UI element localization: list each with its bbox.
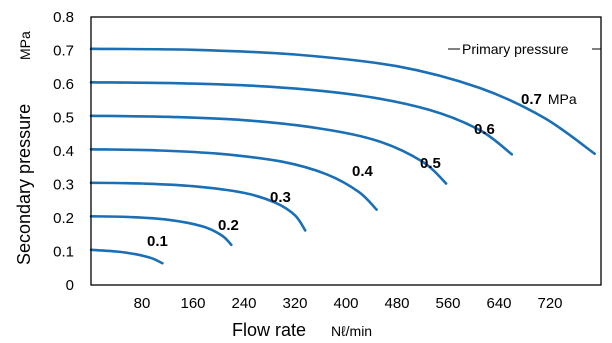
y-tick-label: 0.7	[53, 43, 74, 60]
curve-label-0.4: 0.4	[352, 163, 374, 180]
y-axis-unit: MPa	[17, 31, 33, 60]
curve-label-0.1: 0.1	[147, 233, 168, 250]
x-tick-label: 320	[282, 295, 307, 312]
y-tick-label: 0.5	[53, 110, 74, 127]
pressure-curves	[89, 47, 596, 265]
curve-0.1	[89, 248, 164, 265]
x-axis-title: Flow rate	[232, 320, 306, 340]
y-tick-label: 0.6	[53, 76, 74, 93]
curve-label-0.7: 0.7 MPa	[521, 91, 577, 108]
x-tick-label: 400	[333, 295, 358, 312]
curve-0.3	[89, 181, 307, 232]
x-tick-label: 80	[134, 295, 151, 312]
y-tick-labels: 0 0.1 0.2 0.3 0.4 0.5 0.6 0.7 0.8	[53, 9, 74, 294]
x-tick-label: 720	[537, 295, 562, 312]
y-tick-label: 0.4	[53, 143, 74, 160]
curve-label-0.5: 0.5	[420, 155, 441, 172]
curve-labels: 0.1 0.2 0.3 0.4 0.5 0.6 0.7 MPa	[147, 91, 577, 250]
y-axis-title: Secondary pressure	[14, 104, 34, 265]
curve-label-0.3: 0.3	[270, 189, 291, 206]
curve-0.6	[89, 81, 514, 156]
curve-label-0.2: 0.2	[218, 217, 239, 234]
x-tick-label: 640	[486, 295, 511, 312]
x-tick-labels: 80 160 240 320 400 480 560 640 720	[134, 295, 563, 312]
y-tick-label: 0	[66, 277, 74, 294]
x-axis-unit: Nℓ/min	[331, 323, 372, 339]
curve-0.2	[89, 215, 233, 247]
curve-0.5	[89, 114, 448, 185]
y-tick-label: 0.2	[53, 210, 74, 227]
x-tick-label: 480	[384, 295, 409, 312]
x-tick-label: 160	[180, 295, 205, 312]
plot-area-frame	[90, 16, 602, 286]
x-tick-label: 240	[231, 295, 256, 312]
annotation-text: Primary pressure	[462, 41, 569, 57]
primary-pressure-annotation: Primary pressure	[448, 41, 601, 57]
y-tick-label: 0.8	[53, 9, 74, 26]
x-tick-label: 560	[435, 295, 460, 312]
curve-0.4	[89, 148, 378, 211]
y-tick-label: 0.3	[53, 177, 74, 194]
y-tick-label: 0.1	[53, 244, 74, 261]
curve-label-0.6: 0.6	[474, 121, 495, 138]
curve-0.7	[89, 47, 596, 155]
